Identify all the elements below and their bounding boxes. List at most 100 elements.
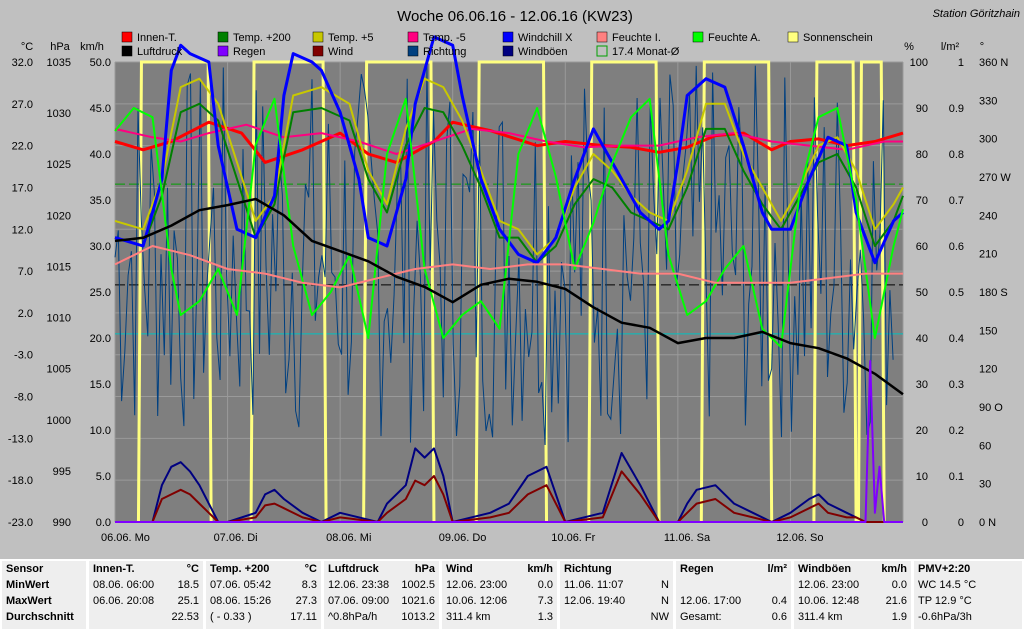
stats-row: 311.4 km 1.3 [442, 609, 557, 625]
stats-cell: 12.06. 23:00 [798, 579, 860, 591]
tick-temp: 32.0 [12, 57, 33, 69]
series-windchill-x [114, 35, 904, 265]
tick-hpa: 1005 [47, 364, 71, 376]
stats-row: 12.06. 17:00 0.4 [676, 593, 791, 609]
stats-cell: 1.9 [891, 611, 907, 623]
stats-cell: 18.5 [177, 579, 199, 591]
stats-cell: Sensor [6, 563, 44, 575]
stats-pmv: PMV+2:20 WC 14.5 °C TP 12.9 °C -0.6hPa/3h [914, 561, 1022, 629]
stats-row: Durchschnitt [2, 609, 86, 625]
tick-kmh: 50.0 [90, 57, 111, 69]
stats-cell: 08.06. 15:26 [210, 595, 272, 607]
tick-temp: 2.0 [18, 308, 33, 320]
stats-row: TP 12.9 °C [914, 593, 1022, 609]
chart-svg: 32.0 27.0 22.0 17.0 12.0 7.0 2.0 -3.0 -8.0 -13.0 -… [8, 8, 1020, 544]
tick-temp: -18.0 [8, 475, 33, 487]
stats-cell: N [661, 579, 669, 591]
stats-row: ^0.8hPa/h 1013.2 [324, 609, 439, 625]
stats-richtung: Richtung 11.06. 11:07 N 12.06. 19:40 N NW [560, 561, 673, 629]
legend-swatch [692, 31, 704, 43]
legend-swatch [596, 31, 608, 43]
stats-cell: -0.6hPa/3h [918, 611, 972, 623]
tick-hpa: 990 [53, 517, 71, 529]
tick-temp: 17.0 [12, 182, 33, 194]
stats-cell: 0.0 [891, 579, 907, 591]
stats-cell: 25.1 [177, 595, 199, 607]
tick-lm2: 0.3 [949, 379, 964, 391]
unit-celsius: °C [21, 41, 33, 53]
stats-wind: Wind km/h 12.06. 23:00 0.0 10.06. 12:06 7.3 31… [442, 561, 557, 629]
stats-innen-temp: Innen-T. °C 08.06. 06:00 18.5 06.06. 20:08 25… [89, 561, 203, 629]
tick-hpa: 1035 [47, 57, 71, 69]
stats-cell: NW [650, 611, 669, 623]
series-feuchte-i- [114, 245, 903, 289]
legend-swatch [502, 31, 514, 43]
stats-row: Windböen km/h [794, 561, 911, 577]
legend-label: Regen [233, 46, 265, 58]
stats-cell: MaxWert [6, 595, 52, 607]
unit-kmh: km/h [80, 41, 104, 53]
stats-cell: 311.4 km [798, 611, 843, 623]
sunshine-bar [812, 60, 858, 523]
legend-label: Temp. +200 [233, 32, 291, 44]
tick-kmh: 45.0 [90, 103, 111, 115]
axis-ticks: 32.0 27.0 22.0 17.0 12.0 7.0 2.0 -3.0 -8.0 -13.0 -… [8, 57, 1011, 544]
stats-cell: hPa [414, 563, 435, 575]
stats-windboen: Windböen km/h 12.06. 23:00 0.0 10.06. 12:48 2… [794, 561, 911, 629]
legend-swatch [787, 31, 799, 43]
stats-regen: Regen l/m² 12.06. 17:00 0.4 Gesamt: 0.6 [676, 561, 791, 629]
tick-deg: 30 [979, 479, 991, 491]
tick-temp: 7.0 [18, 266, 33, 278]
tick-lm2: 0.6 [949, 241, 964, 253]
stats-cell: 7.3 [537, 595, 553, 607]
tick-day: 06.06. Mo [101, 532, 150, 544]
stats-cell: 10.06. 12:06 [446, 595, 508, 607]
stats-row: WC 14.5 °C [914, 577, 1022, 593]
tick-pct: 60 [916, 241, 928, 253]
sunshine-bars [136, 60, 886, 523]
stats-row: Wind km/h [442, 561, 557, 577]
weather-chart: 32.0 27.0 22.0 17.0 12.0 7.0 2.0 -3.0 -8.0 -13.0 -… [8, 8, 1020, 544]
stats-cell: ^0.8hPa/h [328, 611, 378, 623]
tick-deg: 240 [979, 210, 997, 222]
tick-deg: 300 [979, 134, 997, 146]
stats-row: 07.06. 09:00 1021.6 [324, 593, 439, 609]
unit-hpa: hPa [50, 41, 70, 53]
tick-pct: 70 [916, 195, 928, 207]
tick-day: 10.06. Fr [551, 532, 595, 544]
stats-cell: 08.06. 06:00 [93, 579, 155, 591]
tick-pct: 10 [916, 471, 928, 483]
series-temp-5 [114, 123, 903, 155]
legend-label: Temp. +5 [328, 32, 374, 44]
sunshine-bar [856, 60, 886, 523]
tick-deg: 330 [979, 95, 997, 107]
stats-row: 10.06. 12:48 21.6 [794, 593, 911, 609]
tick-temp: -8.0 [14, 392, 33, 404]
legend-swatch [596, 45, 608, 57]
series-temp-5 [114, 77, 904, 256]
legend-label: Windböen [518, 46, 568, 58]
chart-title: Woche 06.06.16 - 12.06.16 (KW23) [397, 8, 633, 25]
tick-kmh: 40.0 [90, 149, 111, 161]
sunshine-bar [249, 60, 328, 523]
unit-percent: % [904, 41, 914, 53]
unit-lm2: l/m² [941, 41, 960, 53]
tick-day: 11.06. Sa [664, 532, 711, 544]
stats-cell: MinWert [6, 579, 50, 591]
series-temp-200 [114, 102, 904, 264]
legend-swatch [407, 31, 419, 43]
tick-temp: 12.0 [12, 224, 33, 236]
tick-kmh: 15.0 [90, 379, 111, 391]
legend-label: Innen-T. [137, 32, 177, 44]
stats-cell: PMV+2:20 [918, 563, 971, 575]
tick-kmh: 35.0 [90, 195, 111, 207]
tick-kmh: 10.0 [90, 425, 111, 437]
legend-swatch [217, 45, 229, 57]
stats-cell: 12.06. 23:00 [446, 579, 508, 591]
stats-row: 11.06. 11:07 N [560, 577, 673, 593]
tick-hpa: 1020 [47, 210, 71, 222]
tick-lm2: 0.7 [949, 195, 964, 207]
stats-cell: l/m² [767, 563, 787, 575]
stats-row: PMV+2:20 [914, 561, 1022, 577]
tick-hpa: 1000 [47, 415, 71, 427]
